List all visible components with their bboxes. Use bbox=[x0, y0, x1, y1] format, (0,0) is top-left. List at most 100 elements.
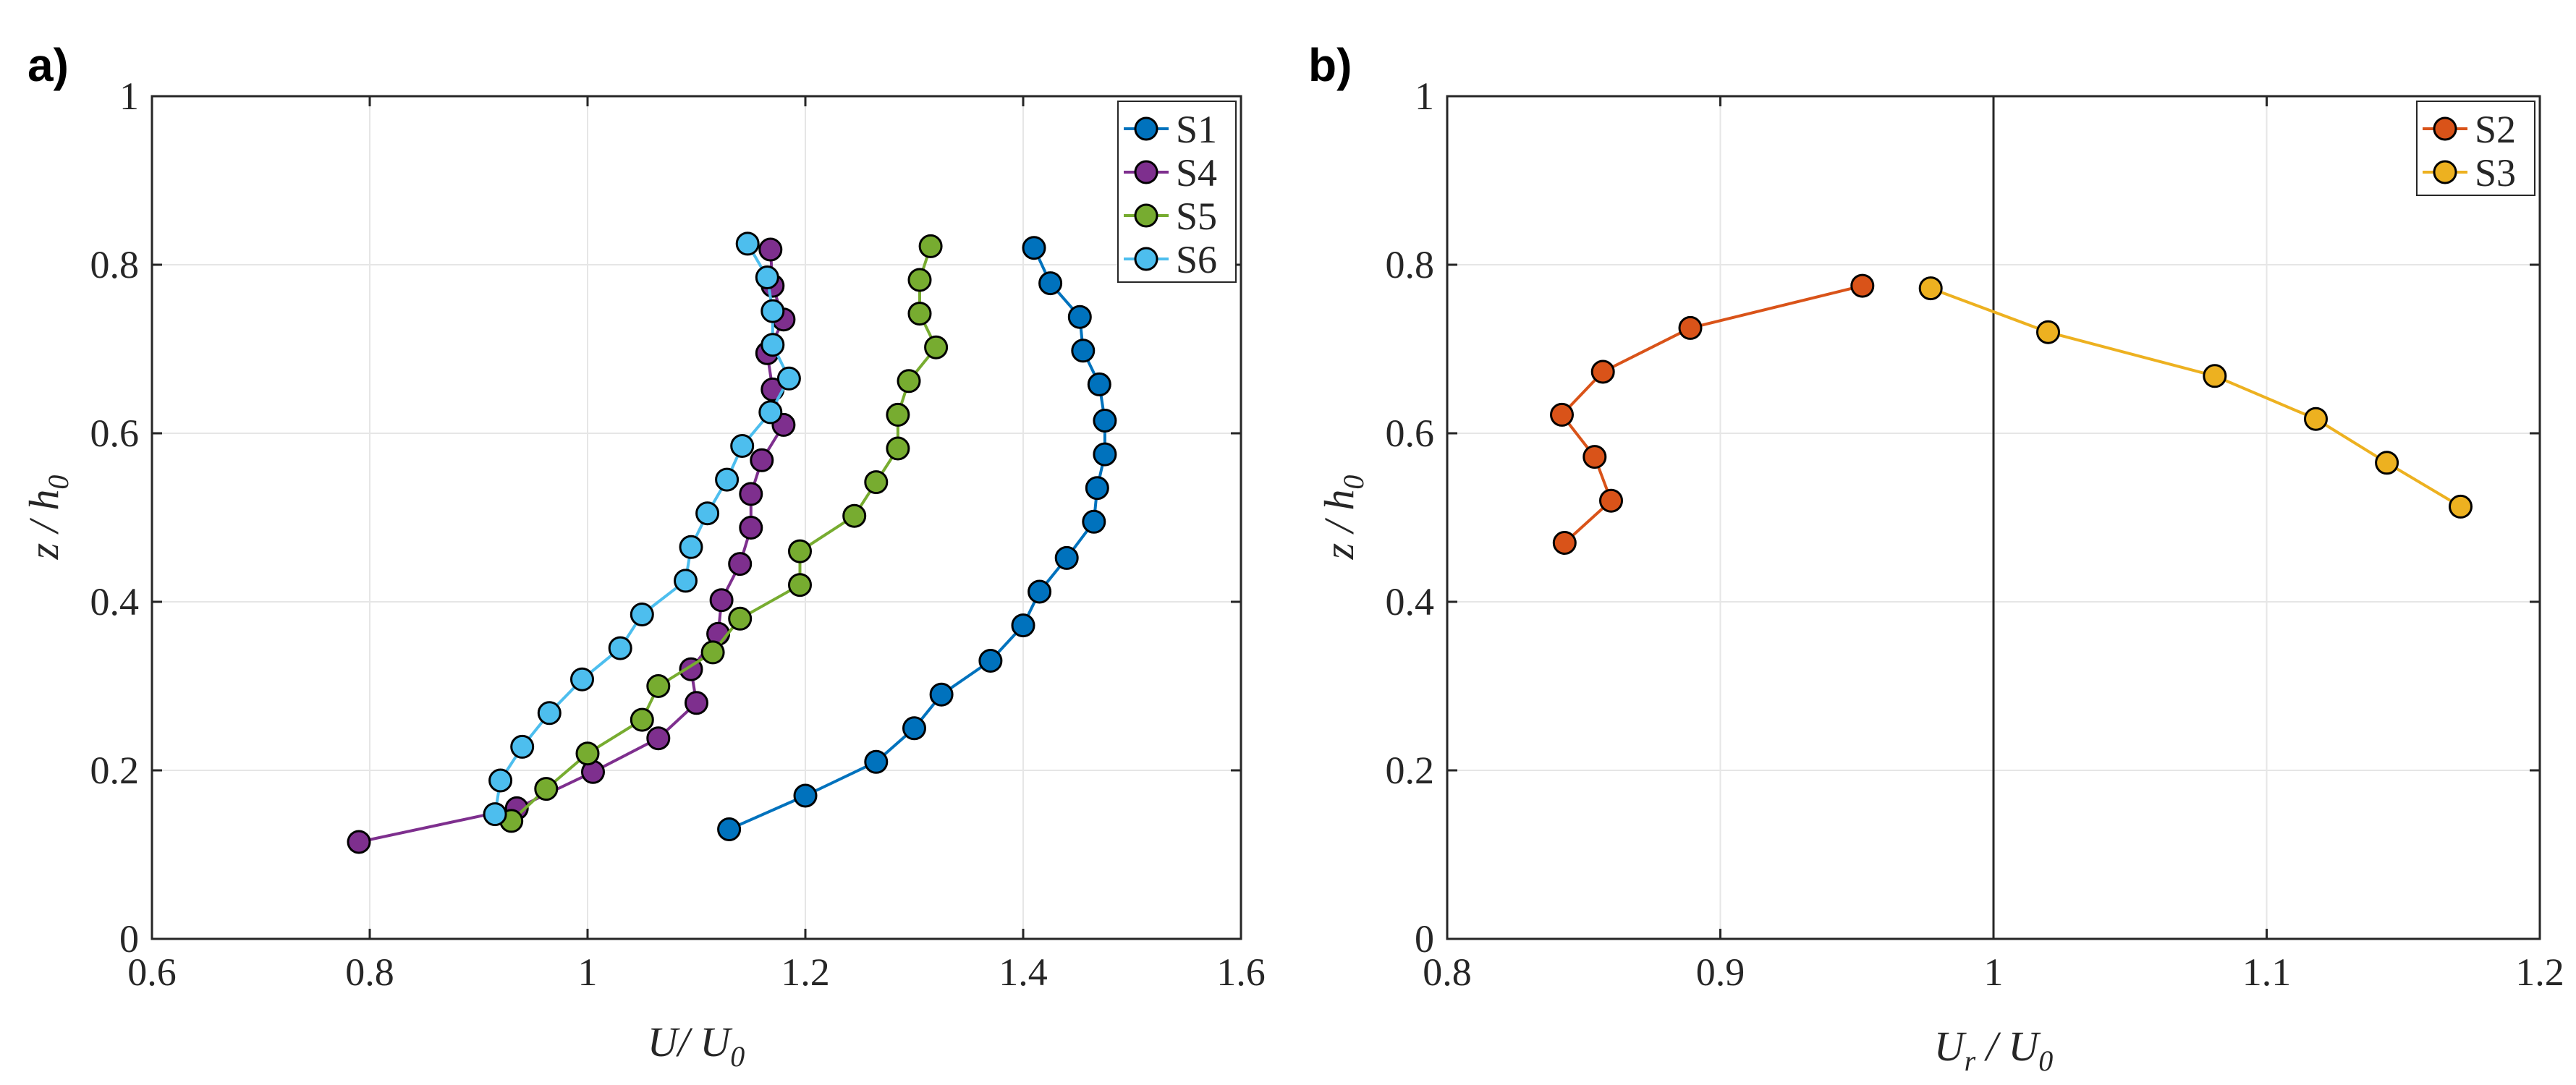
series-s5-point bbox=[924, 335, 949, 359]
series-s4-point bbox=[739, 482, 763, 506]
panel-a-ylabel-sub2: 0 bbox=[42, 475, 75, 490]
panel-a-xtick-label: 0.6 bbox=[127, 950, 177, 994]
series-s2-point bbox=[1552, 531, 1577, 555]
series-s6-point bbox=[570, 667, 594, 692]
panel-b-xlabel-main: U bbox=[1934, 1023, 1967, 1070]
panel-a-ylabel-main2: h bbox=[20, 490, 67, 511]
series-s1-point bbox=[1087, 372, 1111, 396]
series-s3-point bbox=[2036, 320, 2060, 344]
panel-a-xlabel-sub2: 0 bbox=[730, 1040, 745, 1073]
series-s1-point bbox=[1093, 409, 1117, 433]
legend-s2-marker bbox=[2433, 116, 2457, 141]
series-s6-point bbox=[488, 768, 513, 793]
series-s6-point bbox=[760, 333, 785, 357]
panel-b-xtick-label: 0.9 bbox=[1696, 950, 1745, 994]
series-s4-point bbox=[739, 516, 763, 540]
panel-a-ytick-label: 1 bbox=[119, 75, 139, 118]
series-s6 bbox=[483, 231, 801, 827]
panel-a-series bbox=[347, 231, 1117, 854]
panel-a-xtick-label: 1 bbox=[578, 950, 598, 994]
series-s2-point bbox=[1590, 359, 1615, 384]
panel-b-ytick-label: 0 bbox=[1415, 917, 1434, 961]
series-s3 bbox=[1918, 276, 2473, 519]
series-s5-point bbox=[728, 606, 753, 631]
series-s6-point bbox=[608, 636, 632, 660]
panel-b-xlabel-sub2: 0 bbox=[2038, 1044, 2053, 1077]
series-s4-point bbox=[758, 237, 783, 262]
panel-b-ylabel-sub2: 0 bbox=[1337, 475, 1370, 490]
legend-s4-marker bbox=[1134, 160, 1158, 184]
series-s4-point bbox=[709, 588, 734, 613]
series-s3-point bbox=[2449, 494, 2473, 519]
series-s5-point bbox=[864, 470, 889, 495]
series-s1-point bbox=[717, 817, 742, 841]
series-s5-point bbox=[886, 436, 910, 461]
series-s6-point bbox=[510, 734, 535, 759]
legend-s3-marker bbox=[2433, 160, 2457, 184]
panel-a-xtick-label: 1.6 bbox=[1216, 950, 1266, 994]
series-s1 bbox=[717, 236, 1117, 841]
panel-b-ytick-label: 1 bbox=[1415, 75, 1434, 118]
series-s6-point bbox=[735, 231, 760, 256]
series-s1-point bbox=[1022, 236, 1046, 260]
panel-a-xtick-label: 1.2 bbox=[781, 950, 830, 994]
series-s2-point bbox=[1583, 445, 1607, 469]
series-s4-point bbox=[728, 552, 753, 576]
series-s1-point bbox=[1085, 476, 1109, 501]
panel-a-xtick-label: 1.4 bbox=[999, 950, 1048, 994]
panel-a-ytick-label: 0 bbox=[119, 917, 139, 961]
series-s6-point bbox=[695, 501, 720, 526]
series-s5-point bbox=[907, 302, 932, 326]
series-s4-point bbox=[646, 726, 671, 751]
panel-b-label: b) bbox=[1308, 39, 1352, 91]
series-s5-point bbox=[788, 573, 812, 597]
series-s1-point bbox=[1011, 613, 1035, 638]
series-s5-point bbox=[907, 268, 932, 292]
series-s1-point bbox=[1082, 509, 1106, 534]
series-s5-point bbox=[842, 503, 867, 528]
panel-a-ytick-label: 0.2 bbox=[90, 749, 140, 792]
panel-a-xticks: 0.6 0.8 1 1.2 1.4 1.6 bbox=[127, 96, 1266, 994]
legend-s3-label: S3 bbox=[2475, 151, 2516, 195]
panel-a-xlabel-main2: U bbox=[700, 1018, 733, 1065]
series-s6-point bbox=[776, 366, 801, 391]
series-s3-point bbox=[2203, 364, 2227, 388]
panel-b-xtick-label: 0.8 bbox=[1423, 950, 1472, 994]
series-s2-point bbox=[1599, 488, 1623, 513]
series-s1-point bbox=[1071, 339, 1096, 363]
series-s2-point bbox=[1678, 315, 1703, 340]
panel-a-ylabel-sep: / bbox=[20, 511, 67, 543]
series-s5-point bbox=[886, 402, 910, 427]
panel-b-xtick-label: 1 bbox=[1984, 950, 2004, 994]
series-s4-point bbox=[347, 830, 371, 854]
panel-b-xlabel-main2: U bbox=[2008, 1023, 2041, 1070]
panel-a-xlabel-main: U bbox=[648, 1018, 681, 1065]
panel-b-series bbox=[1550, 273, 2473, 555]
series-s6-point bbox=[483, 802, 507, 827]
series-s1-point bbox=[793, 783, 818, 808]
series-s2-point bbox=[1550, 402, 1574, 427]
panel-a-ylabel: z / h0 bbox=[20, 475, 75, 561]
panel-b-xtick-label: 1.1 bbox=[2242, 950, 2292, 994]
panel-a: a) 0.6 0.8 1 1.2 1.4 1.6 00.20.40.60.81 S1S4S… bbox=[20, 39, 1266, 1073]
series-s1-point bbox=[1093, 442, 1117, 467]
panel-a-ytick-label: 0.8 bbox=[90, 243, 140, 286]
series-s5-point bbox=[918, 234, 943, 258]
legend-s1-marker bbox=[1134, 116, 1158, 141]
panel-b-yticks: 0 0.2 0.4 0.6 0.8 1 bbox=[1386, 75, 2540, 961]
series-s6-point bbox=[630, 603, 654, 626]
panel-a-label: a) bbox=[27, 39, 69, 91]
series-s3-line bbox=[1930, 286, 2462, 509]
series-s2 bbox=[1550, 273, 1875, 555]
series-s5-point bbox=[534, 777, 559, 801]
legend-s6-label: S6 bbox=[1176, 238, 1217, 281]
panel-b-ylabel-main: z bbox=[1315, 543, 1363, 561]
series-s5-point bbox=[630, 707, 654, 732]
series-s6-point bbox=[758, 400, 783, 425]
series-s4-point bbox=[750, 448, 774, 472]
